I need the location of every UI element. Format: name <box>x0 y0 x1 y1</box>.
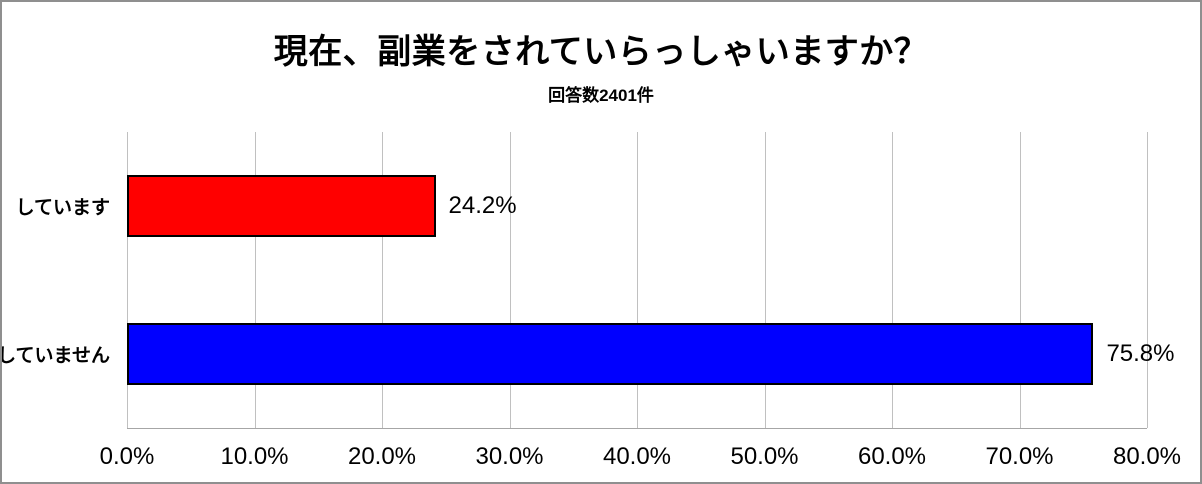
x-tick-label: 10.0% <box>220 443 289 470</box>
chart-subtitle: 回答数2401件 <box>548 86 654 105</box>
bar <box>127 323 1094 385</box>
bar-value-label: 24.2% <box>448 192 517 219</box>
bar-row: していません 75.8% <box>2 280 1175 428</box>
gridline <box>127 132 128 428</box>
category-label: しています <box>15 197 110 219</box>
gridline <box>1019 132 1021 428</box>
gridline <box>637 132 638 428</box>
gridline <box>509 132 511 428</box>
category-label: していません <box>0 345 110 367</box>
gridline <box>1147 132 1148 428</box>
plot-area: しています 24.2% していません 75.8% <box>2 132 1175 429</box>
x-tick-label: 60.0% <box>857 443 927 470</box>
gridlines <box>127 132 1148 428</box>
chart-title: 現在、副業をされていらっしゃいますか？ <box>273 33 929 71</box>
gridline <box>764 132 766 428</box>
gridline <box>254 132 256 428</box>
bar <box>127 175 436 237</box>
gridline <box>892 132 893 428</box>
bar-row: しています 24.2% <box>16 132 1147 280</box>
x-tick-label: 30.0% <box>475 443 544 470</box>
gridline <box>382 132 383 428</box>
bars: しています 24.2% していません 75.8% <box>2 132 1175 428</box>
bar-value-label: 75.8% <box>1106 340 1175 367</box>
x-tick-label: 70.0% <box>985 443 1054 470</box>
x-tick-label: 40.0% <box>602 443 672 470</box>
x-tick-label: 0.0% <box>99 443 155 470</box>
x-axis: 0.0% 10.0% 20.0% 30.0% 40.0% 50.0% 60.0% 70.0% 8… <box>100 443 1181 473</box>
x-tick-label: 20.0% <box>347 443 417 470</box>
x-tick-label: 50.0% <box>730 443 799 470</box>
x-tick-label: 80.0% <box>1112 443 1182 470</box>
